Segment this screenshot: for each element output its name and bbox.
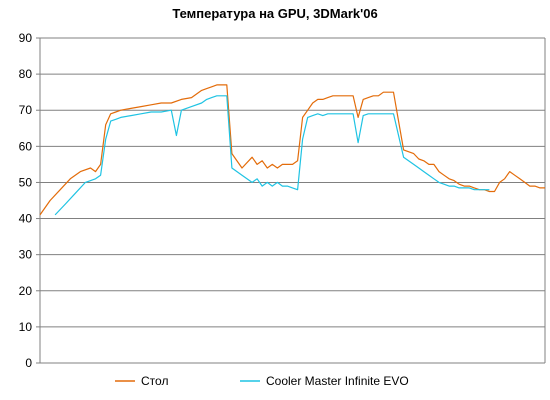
y-tick-label: 60	[19, 139, 33, 153]
legend-item-1: Стол	[115, 374, 168, 388]
y-tick-label: 50	[19, 175, 33, 189]
series-line-1	[39, 84, 545, 216]
legend-label: Стол	[141, 374, 168, 388]
axes: 0 10 20 30 40 50 60 70 80 90	[19, 31, 546, 370]
y-tick-label: 0	[25, 356, 32, 370]
legend: Стол Cooler Master Infinite EVO	[115, 374, 409, 388]
series-line-2	[54, 95, 490, 216]
y-tick-label: 30	[19, 248, 33, 262]
y-tick-label: 70	[19, 103, 33, 117]
y-tick-label: 90	[19, 31, 33, 45]
legend-label: Cooler Master Infinite EVO	[266, 374, 409, 388]
legend-item-2: Cooler Master Infinite EVO	[240, 374, 409, 388]
gridlines	[40, 37, 545, 364]
y-tick-label: 80	[19, 67, 33, 81]
series-lines	[39, 84, 545, 216]
y-tick-label: 20	[19, 284, 33, 298]
y-tick-label: 40	[19, 212, 33, 226]
y-tick-label: 10	[19, 320, 33, 334]
chart-title: Температура на GPU, 3DMark'06	[172, 6, 378, 21]
